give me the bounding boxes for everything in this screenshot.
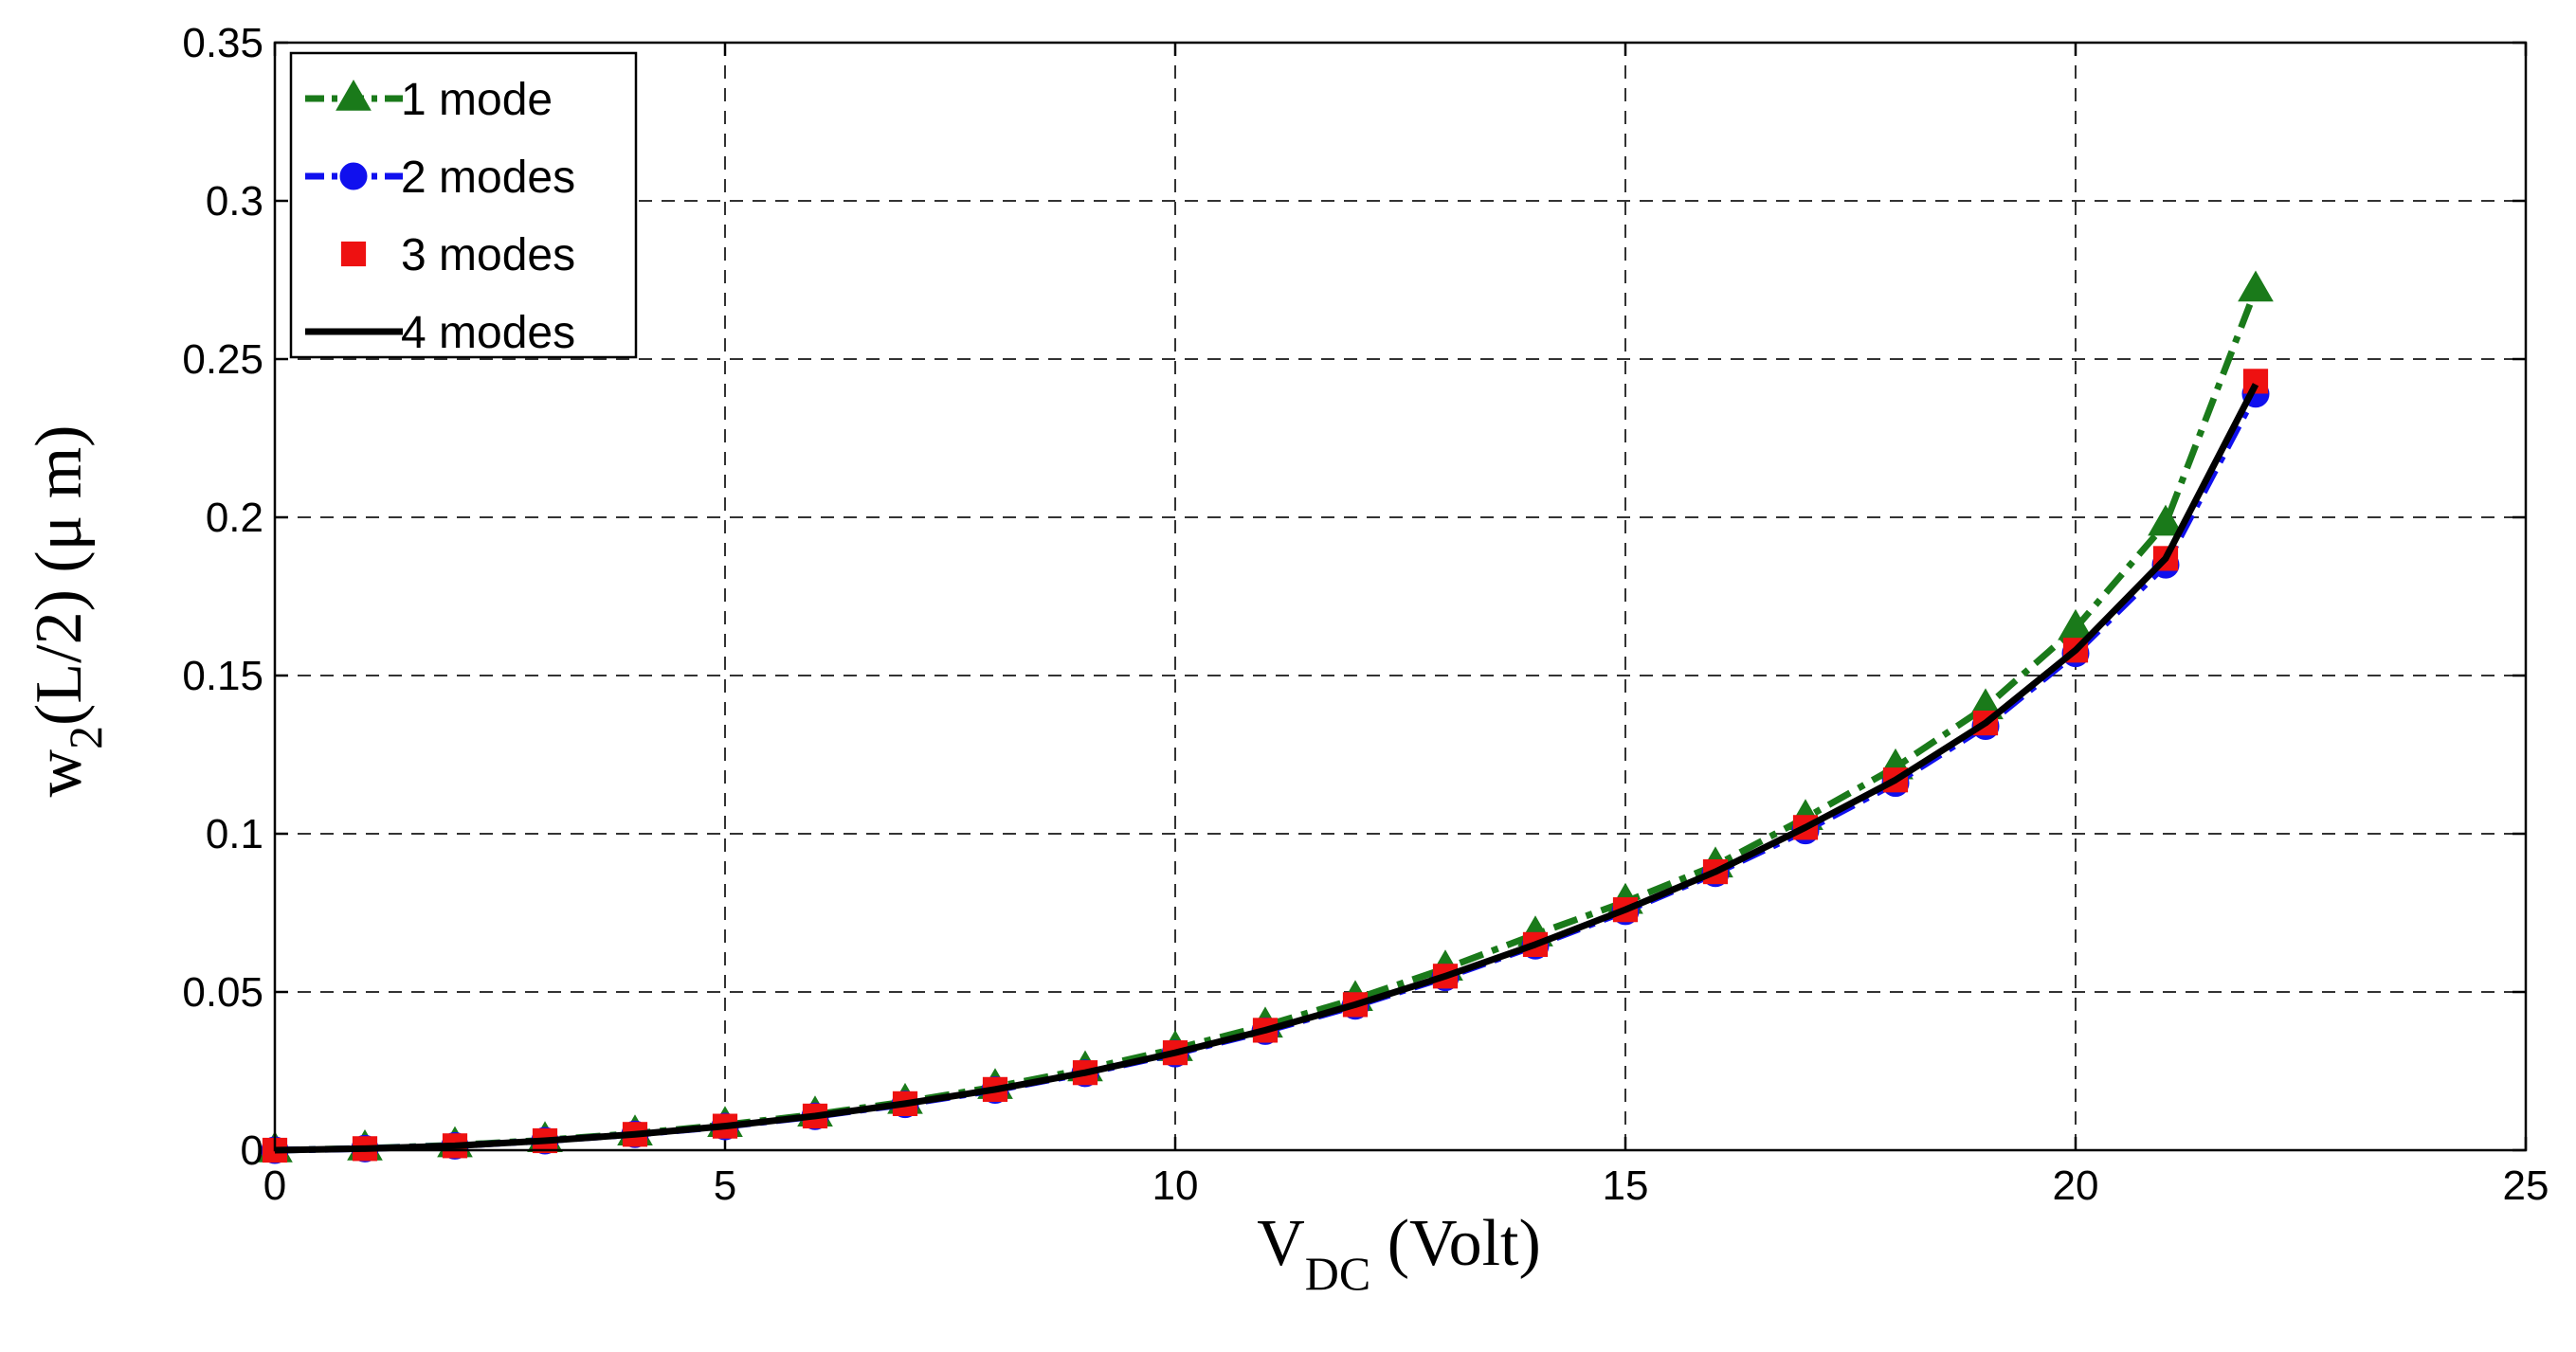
x-tick-label: 15: [1603, 1163, 1649, 1209]
y-tick-label: 0.05: [182, 969, 263, 1016]
y-tick-label: 0.15: [182, 653, 263, 699]
y-axis-title: w2(L/2) (μ m): [23, 425, 112, 798]
x-axis-title-main: V: [1257, 1207, 1305, 1280]
legend-label: 3 modes: [401, 230, 575, 280]
legend-marker: [340, 241, 367, 267]
x-tick-label: 20: [2053, 1163, 2099, 1209]
legend-marker: [339, 162, 368, 190]
legend: 1 mode 2 modes 3 modes 4 modes: [289, 51, 638, 359]
legend-label: 2 modes: [401, 153, 575, 203]
plot-series: [257, 270, 2274, 1164]
x-axis-title-subscript: DC: [1305, 1247, 1370, 1300]
y-tick-labels: 0 0.05 0.1 0.15 0.2 0.25 0.3 0.35: [182, 20, 263, 1174]
y-axis-title-subscript: 2: [59, 726, 112, 749]
legend-item: 4 modes: [305, 308, 575, 358]
x-tick-labels: 0 5 10 15 20 25: [263, 1163, 2549, 1209]
x-tick-label: 0: [263, 1163, 286, 1209]
y-tick-label: 0.25: [182, 336, 263, 383]
data-point: [2238, 270, 2274, 302]
x-axis-title-rest: (Volt): [1370, 1207, 1541, 1280]
data-point: [2148, 504, 2184, 536]
legend-item: 2 modes: [305, 153, 575, 203]
y-axis-title-rest: (L/2) (μ m): [23, 425, 96, 726]
plot-frame: [273, 41, 2528, 1152]
y-axis-title-main: w: [23, 749, 96, 798]
y-tick-label: 0: [241, 1127, 263, 1174]
axis-ticks: [273, 41, 2528, 1152]
legend-label: 4 modes: [401, 308, 575, 358]
x-tick-label: 25: [2503, 1163, 2549, 1209]
x-tick-label: 5: [714, 1163, 736, 1209]
y-tick-label: 0.3: [206, 178, 263, 225]
y-tick-label: 0.35: [182, 20, 263, 66]
x-axis-title: VDC (Volt): [1257, 1207, 1541, 1300]
series-2-modes: [261, 380, 2270, 1164]
x-tick-label: 10: [1152, 1163, 1199, 1209]
legend-label: 1 mode: [401, 75, 553, 125]
legend-item: 3 modes: [340, 230, 575, 280]
legend-items: 1 mode 2 modes 3 modes 4 modes: [305, 75, 575, 358]
series-line: [274, 288, 2259, 1154]
series-line: [274, 383, 2259, 1154]
legend-marker: [336, 79, 372, 111]
y-tick-label: 0.1: [206, 811, 263, 857]
series-4-modes: [274, 383, 2259, 1154]
legend-item: 1 mode: [305, 75, 553, 125]
y-tick-label: 0.2: [206, 495, 263, 541]
